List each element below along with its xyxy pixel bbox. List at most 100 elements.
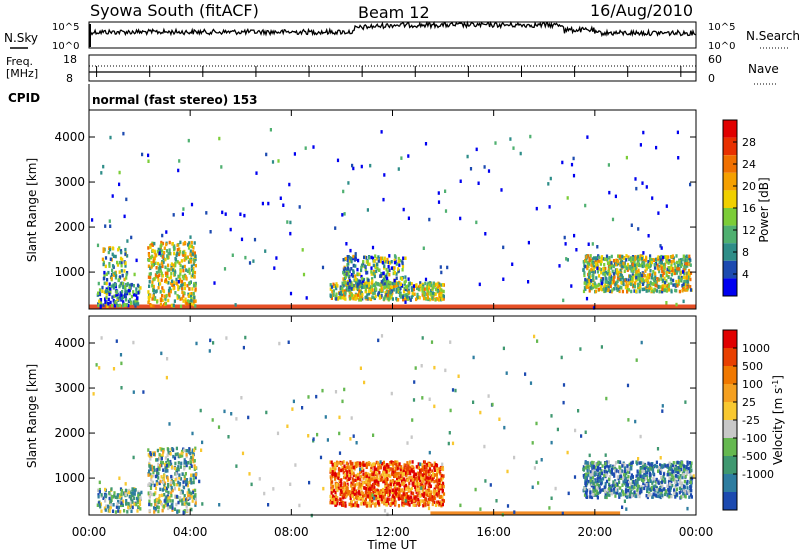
range-gate-cell [645, 474, 648, 478]
range-gate-cell [289, 220, 292, 225]
range-gate-cell [681, 262, 684, 267]
range-gate-cell [174, 258, 178, 262]
range-gate-cell [618, 270, 621, 275]
range-gate-cell [182, 250, 185, 255]
range-gate-cell [376, 475, 379, 479]
range-gate-cell [436, 289, 439, 293]
range-gate-cell [411, 478, 414, 482]
range-gate-cell [396, 477, 399, 482]
range-gate-cell [406, 295, 409, 299]
range-gate-cell [130, 282, 133, 287]
freq-tick-top: 18 [63, 53, 77, 66]
range-gate-cell [592, 493, 595, 497]
range-gate-cell [614, 494, 617, 498]
range-gate-cell [410, 286, 413, 290]
range-gate-cell [674, 474, 677, 478]
range-gate-cell [618, 289, 621, 294]
range-gate-cell [255, 171, 258, 175]
range-gate-cell [175, 494, 178, 499]
range-gate-cell [535, 421, 538, 426]
range-gate-cell [173, 456, 177, 460]
range-gate-cell [365, 463, 368, 468]
range-gate-cell [377, 466, 380, 471]
range-gate-cell [659, 481, 662, 485]
range-gate-cell [688, 273, 691, 277]
range-gate-cell [410, 475, 413, 480]
range-gate-cell [637, 268, 640, 273]
range-gate-cell [674, 288, 677, 293]
range-gate-cell [352, 434, 355, 438]
range-gate-cell [636, 491, 639, 496]
range-gate-cell [352, 473, 355, 477]
range-gate-cell [657, 211, 660, 215]
range-gate-cell [351, 471, 354, 476]
range-gate-cell [271, 160, 275, 164]
range-gate-cell [618, 495, 621, 499]
range-gate-cell [397, 479, 401, 483]
range-gate-cell [108, 262, 111, 266]
range-gate-cell [112, 246, 115, 251]
range-gate-cell [227, 435, 230, 439]
range-gate-cell [408, 463, 411, 467]
range-gate-cell [330, 285, 334, 289]
range-gate-cell [650, 276, 653, 280]
range-gate-cell [584, 466, 587, 470]
range-gate-cell [96, 293, 99, 297]
range-gate-cell [438, 467, 441, 471]
range-gate-cell [147, 290, 150, 294]
range-gate-cell [639, 284, 642, 289]
range-gate-cell [345, 461, 348, 465]
range-gate-cell [675, 487, 678, 491]
range-gate-cell [669, 486, 672, 490]
range-gate-cell [383, 501, 386, 505]
range-gate-cell [665, 279, 668, 283]
range-gate-cell [429, 475, 432, 480]
range-gate-cell [160, 351, 163, 356]
range-gate-cell [540, 458, 543, 462]
range-gate-cell [625, 280, 628, 285]
range-gate-cell [653, 271, 657, 276]
range-gate-cell [607, 285, 610, 290]
range-gate-cell [403, 501, 406, 506]
range-gate-cell [387, 296, 390, 301]
range-gate-cell [442, 297, 445, 301]
range-gate-cell [172, 263, 175, 267]
range-gate-cell [619, 272, 622, 277]
range-gate-cell [595, 262, 598, 266]
range-gate-cell [430, 283, 433, 288]
range-gate-cell [147, 253, 151, 257]
range-gate-cell [615, 482, 619, 487]
range-gate-cell [373, 479, 376, 484]
range-gate-cell [129, 501, 132, 505]
range-gate-cell [655, 477, 658, 482]
range-gate-cell [121, 503, 124, 507]
range-gate-cell [388, 254, 391, 258]
range-gate-cell [336, 158, 340, 163]
range-gate-cell [550, 414, 553, 418]
range-gate-cell [405, 496, 408, 501]
range-gate-cell [138, 499, 142, 503]
range-gate-cell [647, 487, 650, 491]
range-gate-cell [151, 297, 154, 301]
range-gate-cell [475, 147, 478, 152]
range-gate-cell [608, 263, 611, 268]
range-gate-cell [415, 476, 418, 480]
range-gate-cell [379, 494, 382, 499]
range-gate-cell [354, 297, 357, 301]
range-gate-cell [634, 281, 637, 285]
range-gate-cell [422, 503, 425, 508]
range-gate-cell [598, 255, 601, 260]
range-gate-cell [477, 181, 480, 185]
range-gate-cell [604, 489, 607, 494]
range-gate-cell [392, 288, 395, 292]
range-gate-cell [335, 286, 338, 291]
range-gate-cell [439, 286, 442, 291]
range-gate-cell [113, 294, 116, 298]
range-gate-cell [479, 410, 482, 415]
range-gate-cell [431, 474, 435, 478]
range-gate-cell [366, 472, 370, 476]
range-gate-cell [386, 270, 389, 274]
range-gate-cell [200, 448, 203, 452]
range-gate-cell [609, 280, 612, 285]
